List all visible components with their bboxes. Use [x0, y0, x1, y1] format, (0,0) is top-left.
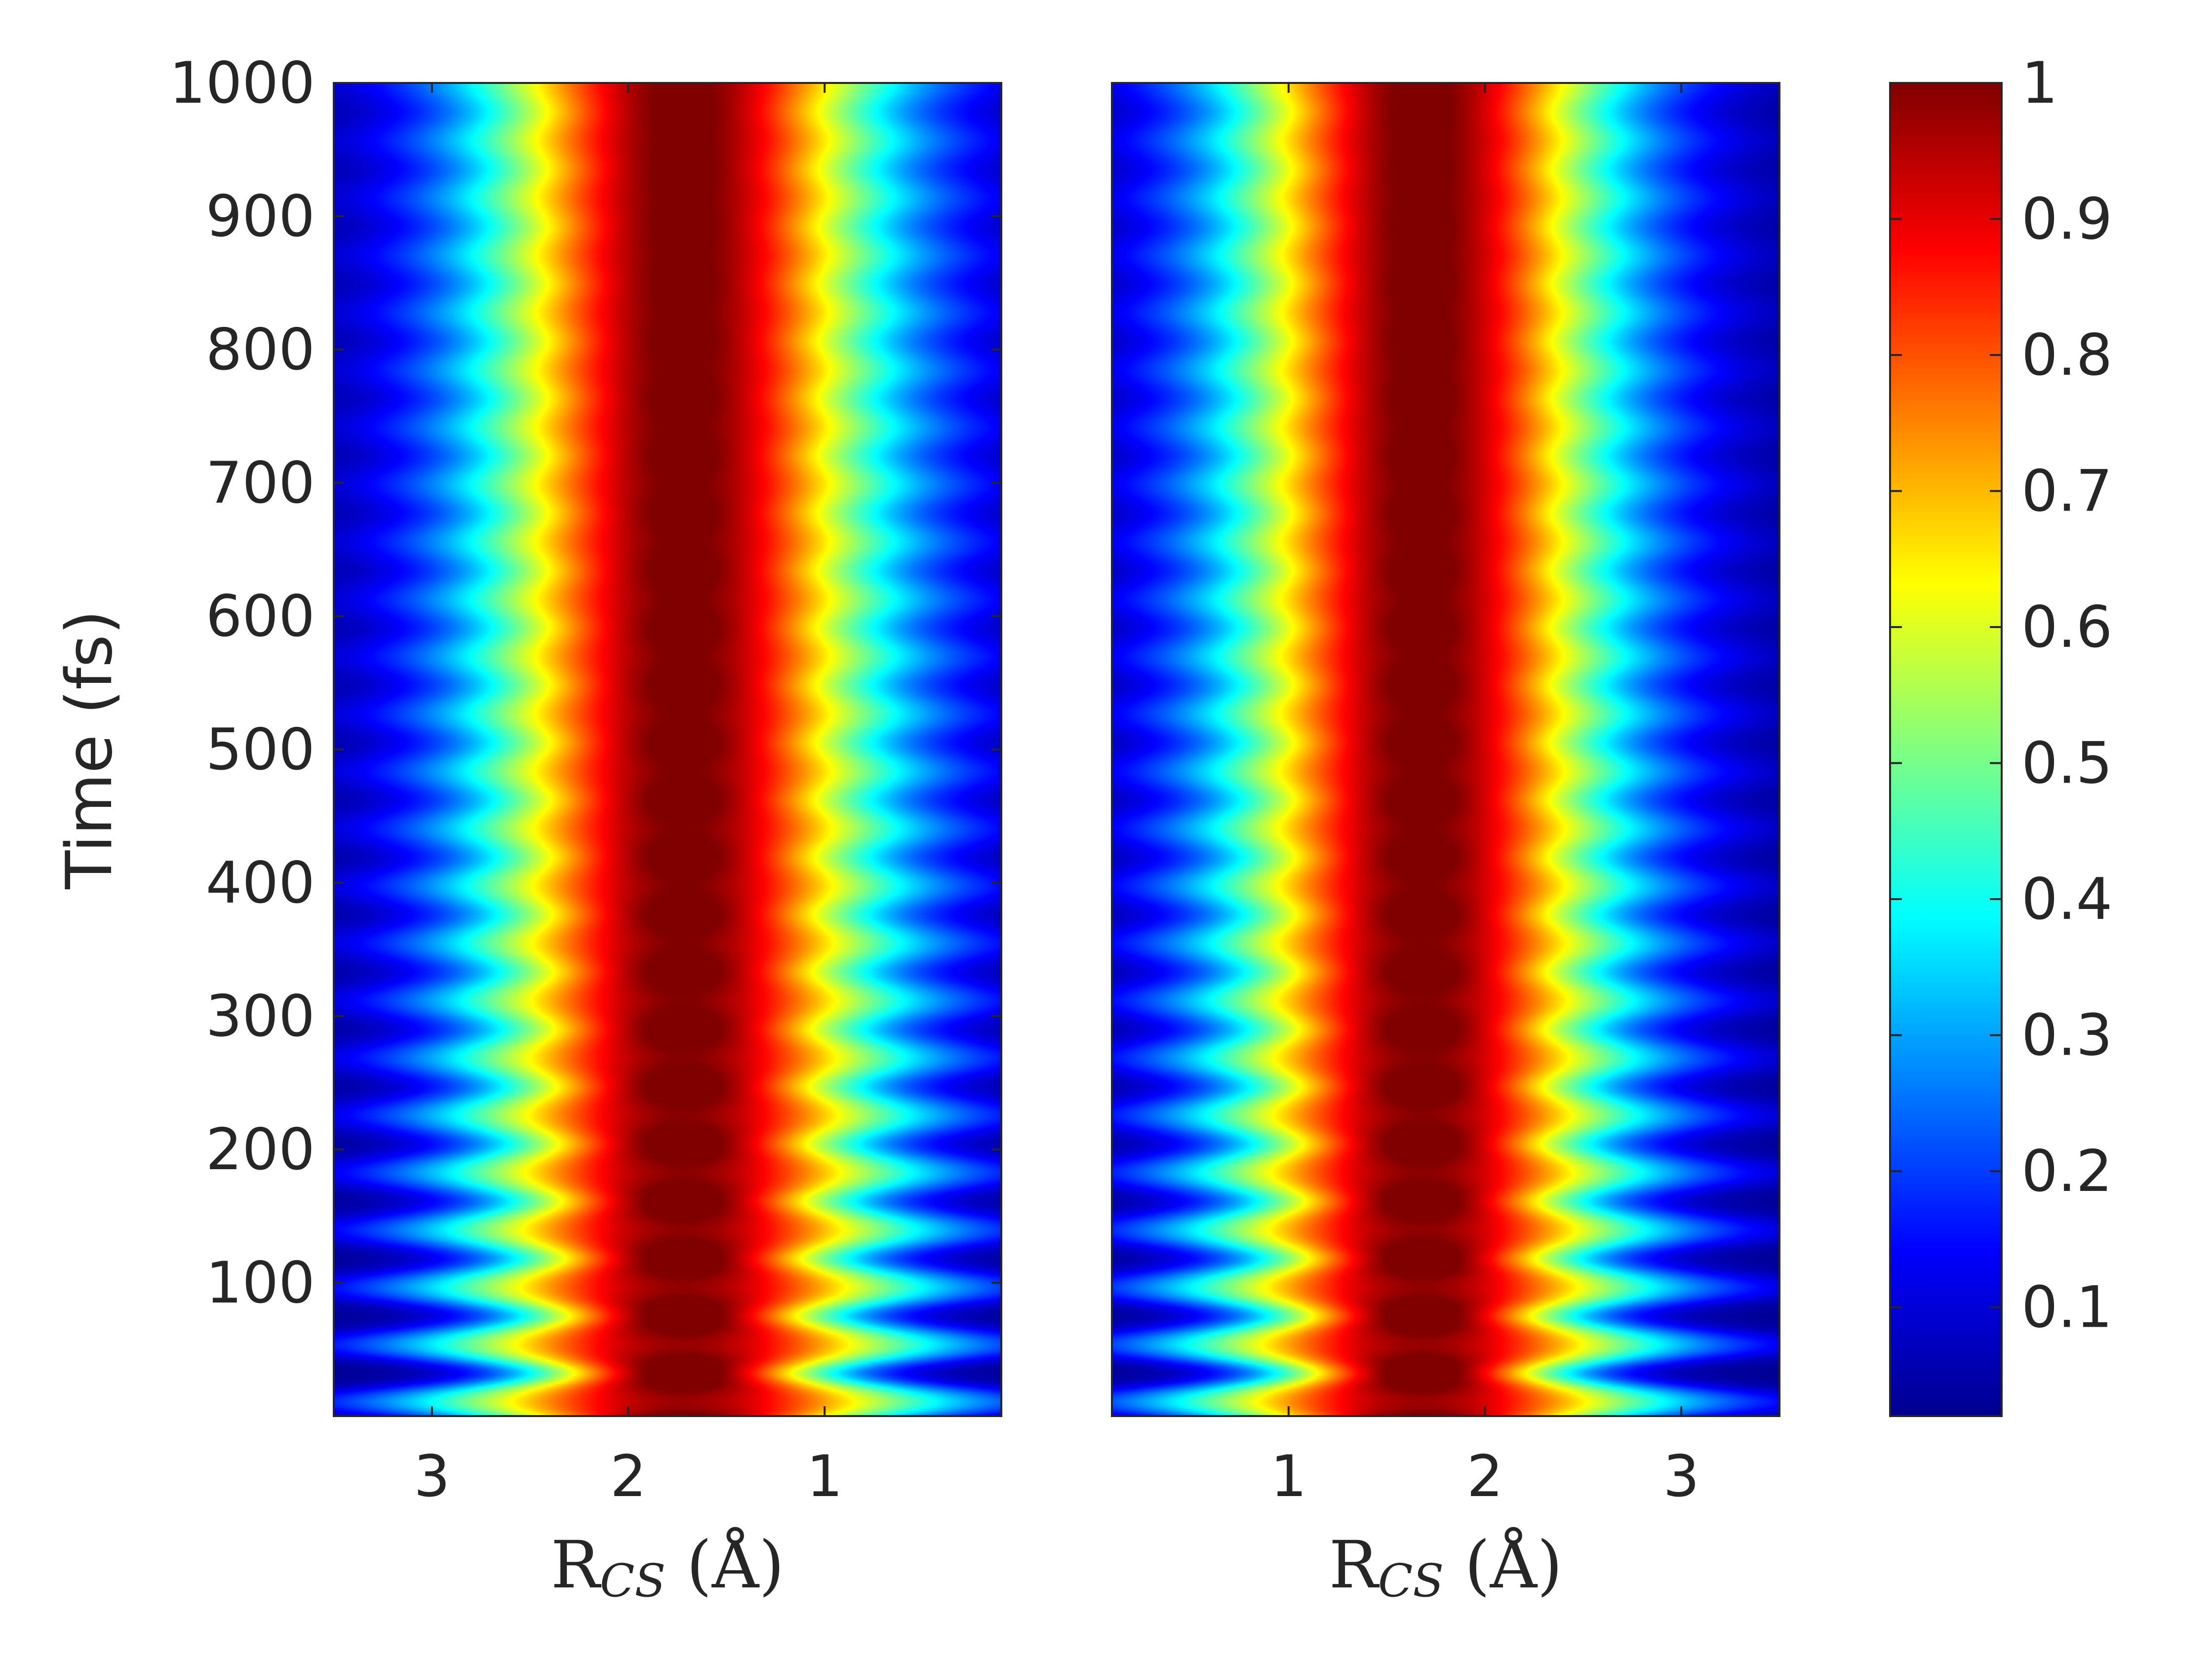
colorbar-tick-label: 0.7	[2021, 458, 2112, 525]
colorbar-frame	[1889, 82, 2003, 1417]
right-x-axis-title: RCS (Å)	[1329, 1526, 1562, 1607]
left-x-tick-label: 1	[806, 1443, 843, 1510]
colorbar-tick-label: 0.8	[2021, 322, 2112, 389]
left-y-tick-label: 500	[206, 716, 315, 783]
right-heatmap-image	[1112, 83, 1779, 1416]
left-y-ticks: 100 200 300 400 500 600 700 800 900 1000	[169, 50, 1001, 1316]
colorbar-tick-label: 1	[2021, 50, 2058, 117]
right-x-tick-label: 1	[1270, 1443, 1307, 1510]
left-y-tick-label: 600	[206, 583, 315, 650]
colorbar: 0.1 0.2 0.3 0.4 0.5 0.6 0.7 0.8 0.9 1	[1889, 50, 2112, 1417]
colorbar-tick-label: 0.3	[2021, 1002, 2112, 1069]
colorbar-tick-label: 0.9	[2021, 186, 2112, 253]
left-heatmap-image	[334, 83, 1001, 1416]
left-y-tick-label: 400	[206, 850, 315, 916]
left-y-axis-title: Time (fs)	[53, 610, 126, 890]
right-x-tick-label: 3	[1663, 1443, 1699, 1510]
left-y-tick-label: 300	[206, 983, 315, 1050]
right-x-tick-label: 2	[1467, 1443, 1503, 1510]
colorbar-tick-label: 0.1	[2021, 1274, 2112, 1341]
left-y-tick-label: 200	[206, 1116, 315, 1183]
left-x-tick-label: 2	[610, 1443, 647, 1510]
right-heatmap-panel: 1 2 3 RCS (Å)	[1111, 82, 1780, 1607]
right-axes-frame	[1111, 82, 1780, 1417]
colorbar-fill	[1890, 83, 2002, 1416]
right-heatmap-canvas	[1112, 83, 1779, 1416]
left-x-ticks: 3 2 1	[414, 83, 843, 1510]
left-y-tick-label: 700	[206, 450, 315, 516]
right-x-axis-title-unit: (Å)	[1444, 1526, 1562, 1603]
colorbar-tick-label: 0.6	[2021, 594, 2112, 661]
left-x-axis-title-main: R	[551, 1527, 601, 1603]
left-x-tick-label: 3	[414, 1443, 450, 1510]
left-y-tick-label: 100	[206, 1250, 315, 1316]
left-heatmap-panel: 100 200 300 400 500 600 700 800 900 1000 3 2 1 Time…	[53, 50, 1002, 1607]
left-y-tick-label: 800	[206, 316, 315, 383]
right-x-axis-title-main: R	[1329, 1527, 1380, 1603]
colorbar-tick-label: 0.2	[2021, 1138, 2112, 1205]
colorbar-tick-label: 0.5	[2021, 730, 2112, 797]
right-x-ticks: 1 2 3	[1270, 83, 1699, 1510]
left-x-axis-title-sub: CS	[600, 1554, 666, 1607]
left-heatmap-canvas	[334, 83, 1001, 1416]
left-y-tick-label: 900	[206, 183, 315, 250]
left-y-tick-label: 1000	[169, 50, 315, 117]
left-x-axis-title: RCS (Å)	[551, 1526, 784, 1607]
colorbar-ticks: 0.1 0.2 0.3 0.4 0.5 0.6 0.7 0.8 0.9 1	[1890, 50, 2112, 1341]
colorbar-tick-label: 0.4	[2021, 866, 2112, 933]
right-x-axis-title-sub: CS	[1378, 1554, 1444, 1607]
left-x-axis-title-unit: (Å)	[666, 1526, 784, 1603]
